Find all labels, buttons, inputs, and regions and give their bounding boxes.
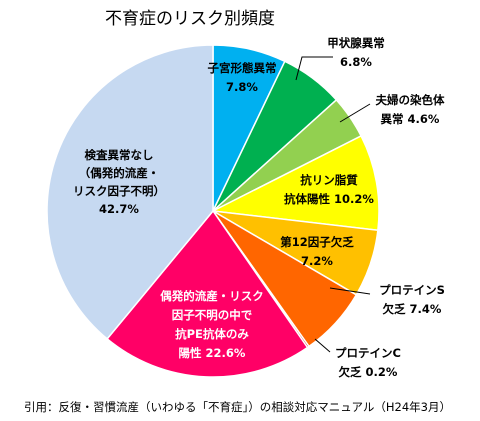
leader-lines — [295, 56, 371, 353]
slice-label: 第12因子欠乏 7.2% — [280, 235, 354, 268]
source-citation: 引用：反復・習慣流産（いわゆる「不育症」）の相談対応マニュアル（H24年3月） — [24, 400, 451, 414]
chart-title: 不育症のリスク別頻度 — [105, 9, 275, 29]
slice-label: 夫婦の染色体異常 4.6% — [376, 93, 445, 126]
slice-label: 偶発的流産・リスク因子不明の中で抗PE抗体のみ陽性 22.6% — [160, 289, 264, 360]
slice-label: 子宮形態異常 7.8% — [208, 61, 277, 94]
pie-slice — [46, 44, 214, 340]
leader-line — [295, 56, 333, 81]
leader-line — [314, 338, 331, 353]
pie-slices — [46, 44, 380, 378]
pie-slice — [106, 209, 309, 378]
slice-label: 抗リン脂質抗体陽性 10.2% — [284, 173, 374, 206]
slice-label: 甲状腺異常 6.8% — [327, 36, 385, 69]
leader-line — [329, 287, 371, 295]
slice-label: プロテインS 欠乏 7.4% — [379, 283, 445, 316]
slice-label: プロテインC 欠乏 0.2% — [335, 346, 401, 379]
slice-label: 検査異常なし（偶発的流産・リスク因子不明） 42.7% — [73, 148, 165, 216]
slice-labels: 子宮形態異常 7.8% 甲状腺異常 6.8% 夫婦の染色体異常 4.6% 抗リン脂質抗体陽… — [73, 36, 445, 379]
pie-slice — [210, 134, 380, 232]
leader-line — [339, 103, 371, 123]
